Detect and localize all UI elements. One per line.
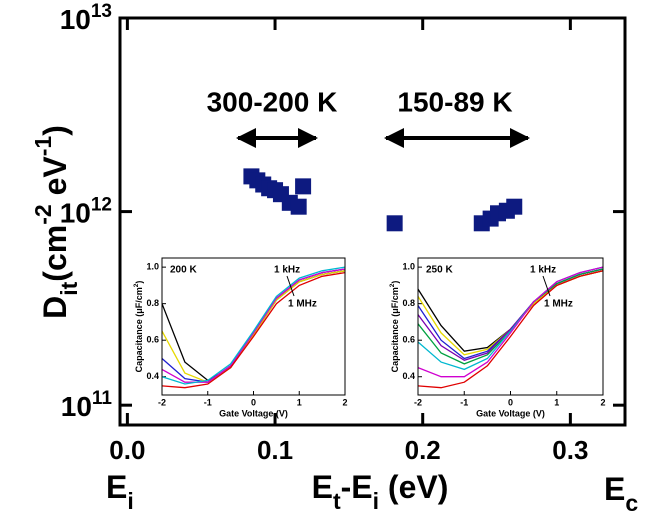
y-axis-label-part: eV <box>37 156 73 205</box>
y-tick-base: 10 <box>60 4 91 35</box>
y-axis-label-part: 2 <box>133 283 140 287</box>
x-axis-label-part: i <box>373 488 379 514</box>
y-axis-label-part: 2 <box>389 283 396 287</box>
annotation: 150-89 K <box>397 86 512 117</box>
data-point <box>386 215 403 232</box>
x-axis-label-part: E <box>312 469 333 505</box>
x-tick-label: 0.1 <box>257 435 293 465</box>
y-tick-label: 0.8 <box>402 298 415 308</box>
y-axis-label-part: (cm <box>37 225 73 282</box>
x-tick-label: 0.0 <box>109 435 145 465</box>
y-tick-label: 0.6 <box>146 335 159 345</box>
x-axis-label: Et-Ei (eV) <box>312 469 449 514</box>
x-tick-label: 2 <box>342 397 347 407</box>
x-tick-label: -1 <box>460 397 468 407</box>
annotation: 300-200 K <box>207 86 338 117</box>
y-axis-label-part: D <box>37 296 73 319</box>
data-point <box>506 198 523 215</box>
x-tick-label: 0.2 <box>405 435 441 465</box>
x-right-label-part: E <box>604 471 625 507</box>
cv-curve <box>161 270 346 383</box>
x-tick-label: 1 <box>554 397 559 407</box>
x-left-label-part: i <box>127 488 133 514</box>
cv-curve <box>161 266 346 385</box>
y-axis-label-part: ) <box>134 281 144 284</box>
y-axis-label: Capacitance (μF/cm2) <box>389 281 400 373</box>
x-tick-label: 2 <box>600 397 605 407</box>
annotation: 1 kHz <box>530 265 556 276</box>
y-tick-label: 0.4 <box>146 371 159 381</box>
x-axis-label-part: (eV) <box>379 469 448 505</box>
y-axis-label-part: -1 <box>30 136 56 157</box>
cv-curve <box>417 270 604 389</box>
x-axis-label-part: t <box>333 488 341 514</box>
y-axis-label: Capacitance (μF/cm2) <box>133 281 144 373</box>
y-tick-label: 0.6 <box>402 335 415 345</box>
y-tick-power: 12 <box>91 194 112 215</box>
y-tick-power: 11 <box>92 388 113 409</box>
annotation: 1 MHz <box>544 299 573 310</box>
x-tick-label: -2 <box>414 397 422 407</box>
annotation-arrow <box>542 275 551 297</box>
x-tick-label: 0 <box>508 397 513 407</box>
cv-curve <box>161 271 346 389</box>
x-axis-label: Gate Voltage (V) <box>476 408 545 418</box>
data-point <box>295 178 312 195</box>
x-left-label-part: E <box>106 469 127 505</box>
annotation-arrow <box>286 275 295 297</box>
x-tick-label: -1 <box>204 397 212 407</box>
y-axis-label-part: it <box>56 281 82 295</box>
y-tick-label: 1011 <box>61 388 113 423</box>
plot-frame <box>118 16 627 427</box>
y-tick-label: 0.8 <box>146 298 159 308</box>
annotation: 1 kHz <box>274 265 300 276</box>
y-tick-label: 1012 <box>60 194 112 229</box>
x-axis-label: Gate Voltage (V) <box>219 408 288 418</box>
inset-title: 200 K <box>170 265 197 276</box>
cv-curve <box>417 266 604 378</box>
y-tick-base: 10 <box>61 392 92 423</box>
x-right-label: Ec <box>604 471 638 516</box>
x-tick-label: 0 <box>251 397 256 407</box>
data-point <box>290 198 307 215</box>
y-axis-label-part: ) <box>37 125 73 136</box>
y-tick-base: 10 <box>60 198 91 229</box>
y-axis-label-part: -2 <box>30 204 56 224</box>
x-tick-label: -2 <box>158 397 166 407</box>
x-left-label: Ei <box>106 469 134 514</box>
y-tick-label: 1013 <box>60 1 112 36</box>
x-axis-label-part: -E <box>341 469 373 505</box>
annotation: 1 MHz <box>288 299 317 310</box>
inset-frame <box>417 257 604 396</box>
y-tick-label: 1.0 <box>146 262 159 272</box>
y-axis-label-part: Capacitance (μF/cm <box>134 287 144 372</box>
y-tick-label: 0.4 <box>402 371 415 381</box>
x-tick-label: 0.3 <box>552 435 588 465</box>
inset-frame <box>161 257 346 396</box>
inset-title: 250 K <box>426 265 453 276</box>
y-tick-label: 1.0 <box>402 262 415 272</box>
inset-background <box>162 258 345 395</box>
x-right-label-part: c <box>625 490 638 516</box>
inset-background <box>418 258 603 395</box>
x-tick-label: 1 <box>297 397 302 407</box>
y-axis-label-part: ) <box>390 281 400 284</box>
y-axis-label-part: Capacitance (μF/cm <box>390 287 400 372</box>
y-tick-power: 13 <box>91 1 112 22</box>
y-axis-label: Dit(cm-2 eV-1) <box>30 125 82 319</box>
